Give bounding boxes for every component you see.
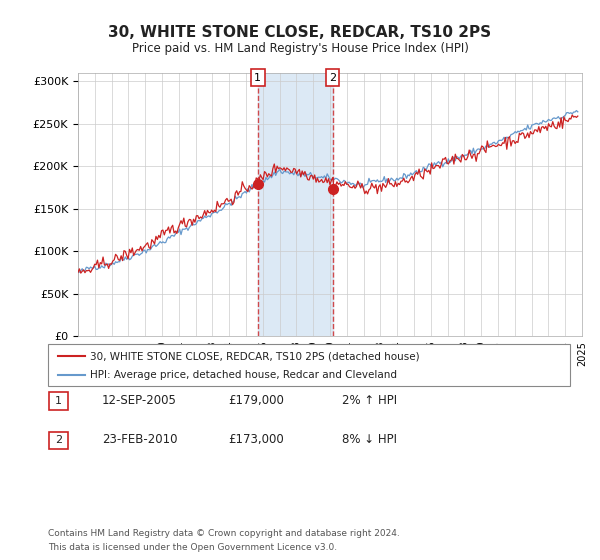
Text: Contains HM Land Registry data © Crown copyright and database right 2024.: Contains HM Land Registry data © Crown c… [48,529,400,538]
FancyBboxPatch shape [49,432,68,449]
Text: This data is licensed under the Open Government Licence v3.0.: This data is licensed under the Open Gov… [48,543,337,552]
FancyBboxPatch shape [49,393,68,409]
Text: 12-SEP-2005: 12-SEP-2005 [102,394,177,407]
Text: 1: 1 [55,396,62,406]
Text: 2: 2 [329,73,336,83]
Bar [258,73,332,336]
Text: 8% ↓ HPI: 8% ↓ HPI [342,433,397,446]
Text: HPI: Average price, detached house, Redcar and Cleveland: HPI: Average price, detached house, Redc… [90,370,397,380]
Text: 2: 2 [55,435,62,445]
Text: 30, WHITE STONE CLOSE, REDCAR, TS10 2PS (detached house): 30, WHITE STONE CLOSE, REDCAR, TS10 2PS … [90,351,419,361]
Text: Price paid vs. HM Land Registry's House Price Index (HPI): Price paid vs. HM Land Registry's House … [131,42,469,55]
Text: £179,000: £179,000 [228,394,284,407]
Text: 23-FEB-2010: 23-FEB-2010 [102,433,178,446]
Text: 2% ↑ HPI: 2% ↑ HPI [342,394,397,407]
Text: £173,000: £173,000 [228,433,284,446]
FancyBboxPatch shape [48,344,570,386]
Text: 1: 1 [254,73,261,83]
Text: 30, WHITE STONE CLOSE, REDCAR, TS10 2PS: 30, WHITE STONE CLOSE, REDCAR, TS10 2PS [109,25,491,40]
